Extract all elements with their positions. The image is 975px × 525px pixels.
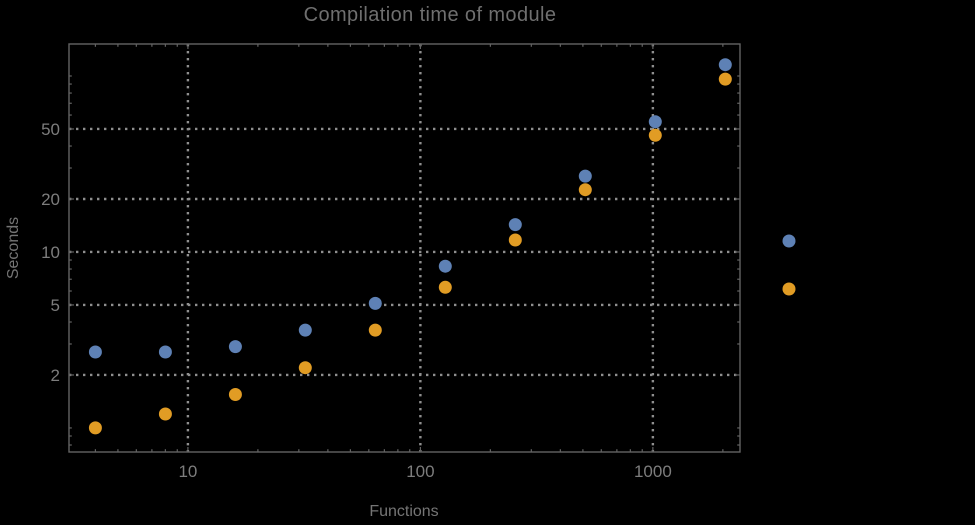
data-point-orange	[298, 361, 312, 375]
data-point-blue	[718, 58, 732, 72]
data-point-blue	[648, 115, 662, 129]
data-point-orange	[718, 72, 732, 86]
data-point-blue	[368, 296, 382, 310]
y-tick-label-50: 50	[41, 120, 60, 139]
y-tick-label-20: 20	[41, 190, 60, 209]
data-point-orange	[158, 407, 172, 421]
data-point-blue	[298, 323, 312, 337]
data-point-blue	[88, 345, 102, 359]
legend-marker-orange	[782, 282, 796, 296]
x-tick-label-100: 100	[406, 462, 434, 481]
data-point-blue	[228, 340, 242, 354]
y-tick-label-5: 5	[51, 296, 60, 315]
x-tick-label-1000: 1000	[634, 462, 672, 481]
data-point-orange	[88, 421, 102, 435]
data-point-blue	[508, 218, 522, 232]
legend-marker-blue	[782, 234, 796, 248]
y-tick-label-10: 10	[41, 243, 60, 262]
data-point-orange	[438, 280, 452, 294]
data-point-blue	[438, 259, 452, 273]
x-axis-label: Functions	[369, 503, 439, 520]
x-tick-label-10: 10	[178, 462, 197, 481]
chart-title: Compilation time of module	[303, 4, 557, 26]
y-tick-label-2: 2	[51, 366, 60, 385]
data-point-orange	[368, 323, 382, 337]
data-point-blue	[158, 345, 172, 359]
data-point-orange	[228, 388, 242, 401]
data-point-orange	[508, 233, 522, 247]
data-point-blue	[578, 169, 592, 183]
plot-frame	[68, 43, 741, 453]
data-point-orange	[578, 183, 592, 197]
data-point-orange	[648, 128, 662, 142]
